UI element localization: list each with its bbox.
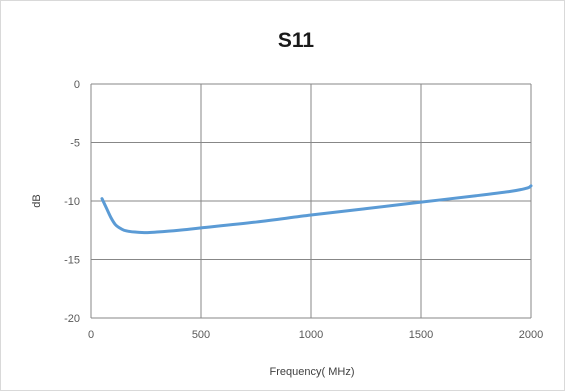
x-tick-label: 0 — [88, 329, 94, 341]
chart-title: S11 — [278, 29, 315, 52]
x-axis-title: Frequency( MHz) — [270, 366, 355, 378]
y-tick-label: -5 — [70, 138, 80, 150]
s11-series-line — [100, 184, 533, 235]
x-tick-label: 1000 — [299, 329, 323, 341]
series-layer — [100, 184, 533, 235]
x-tick-label: 2000 — [519, 329, 543, 341]
x-tick-label: 500 — [192, 329, 210, 341]
y-tick-label: -15 — [64, 255, 80, 267]
x-axis-tick-labels: 0 500 1000 1500 2000 — [88, 329, 543, 341]
gridlines — [90, 83, 532, 319]
y-axis-title: dB — [31, 194, 43, 207]
y-axis-tick-labels: 0 -5 -10 -15 -20 — [64, 79, 80, 325]
x-tick-label: 1500 — [409, 329, 433, 341]
y-tick-label: -10 — [64, 196, 80, 208]
y-tick-label: -20 — [64, 313, 80, 325]
y-tick-label: 0 — [74, 79, 80, 91]
